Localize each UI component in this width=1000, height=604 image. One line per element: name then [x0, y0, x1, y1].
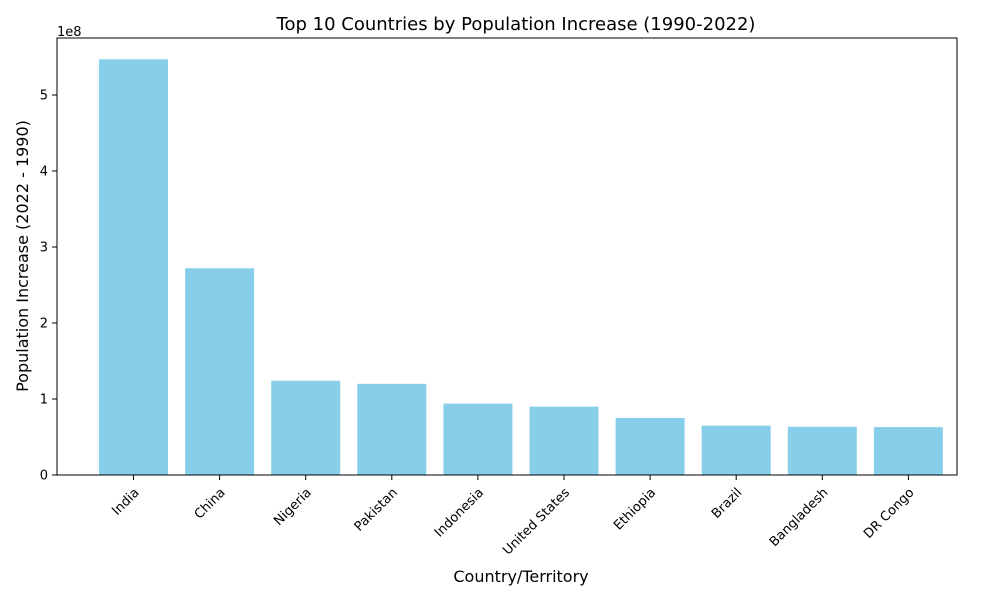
- bar: [185, 268, 255, 475]
- y-tick-label: 0: [40, 469, 48, 484]
- x-tick-label: Indonesia: [432, 485, 487, 540]
- x-tick-label: Ethiopia: [611, 485, 659, 533]
- bar: [271, 380, 341, 475]
- x-tick-label: DR Congo: [861, 485, 917, 541]
- bar: [357, 383, 427, 475]
- y-tick-label: 1: [40, 393, 48, 408]
- y-tick-label: 4: [40, 165, 48, 180]
- bar: [701, 425, 771, 475]
- bar: [873, 427, 943, 475]
- chart-title: Top 10 Countries by Population Increase …: [276, 14, 756, 35]
- bars-group: [99, 59, 943, 475]
- bar: [615, 418, 685, 475]
- bar: [443, 403, 513, 475]
- y-tick-label: 3: [40, 241, 48, 256]
- ticks-group: India China Nigeria Pakistan Indonesia United…: [40, 89, 918, 559]
- x-tick-label: Brazil: [709, 485, 745, 521]
- x-tick-label: Pakistan: [352, 485, 401, 534]
- y-tick-label: 2: [40, 317, 48, 332]
- x-tick-label: Nigeria: [271, 485, 314, 528]
- bar: [787, 426, 857, 475]
- bar: [99, 59, 168, 475]
- x-tick-label: Bangladesh: [767, 485, 832, 550]
- bar: [529, 406, 599, 475]
- y-axis-label: Population Increase (2022 - 1990): [13, 120, 32, 392]
- x-tick-label: India: [109, 485, 142, 518]
- y-axis-scale-label: 1e8: [57, 25, 82, 40]
- x-tick-label: China: [192, 485, 229, 522]
- plot-frame: [56, 37, 958, 476]
- y-tick-label: 5: [40, 89, 48, 104]
- x-tick-label: United States: [500, 485, 573, 558]
- x-axis-label: Country/Territory: [453, 567, 588, 586]
